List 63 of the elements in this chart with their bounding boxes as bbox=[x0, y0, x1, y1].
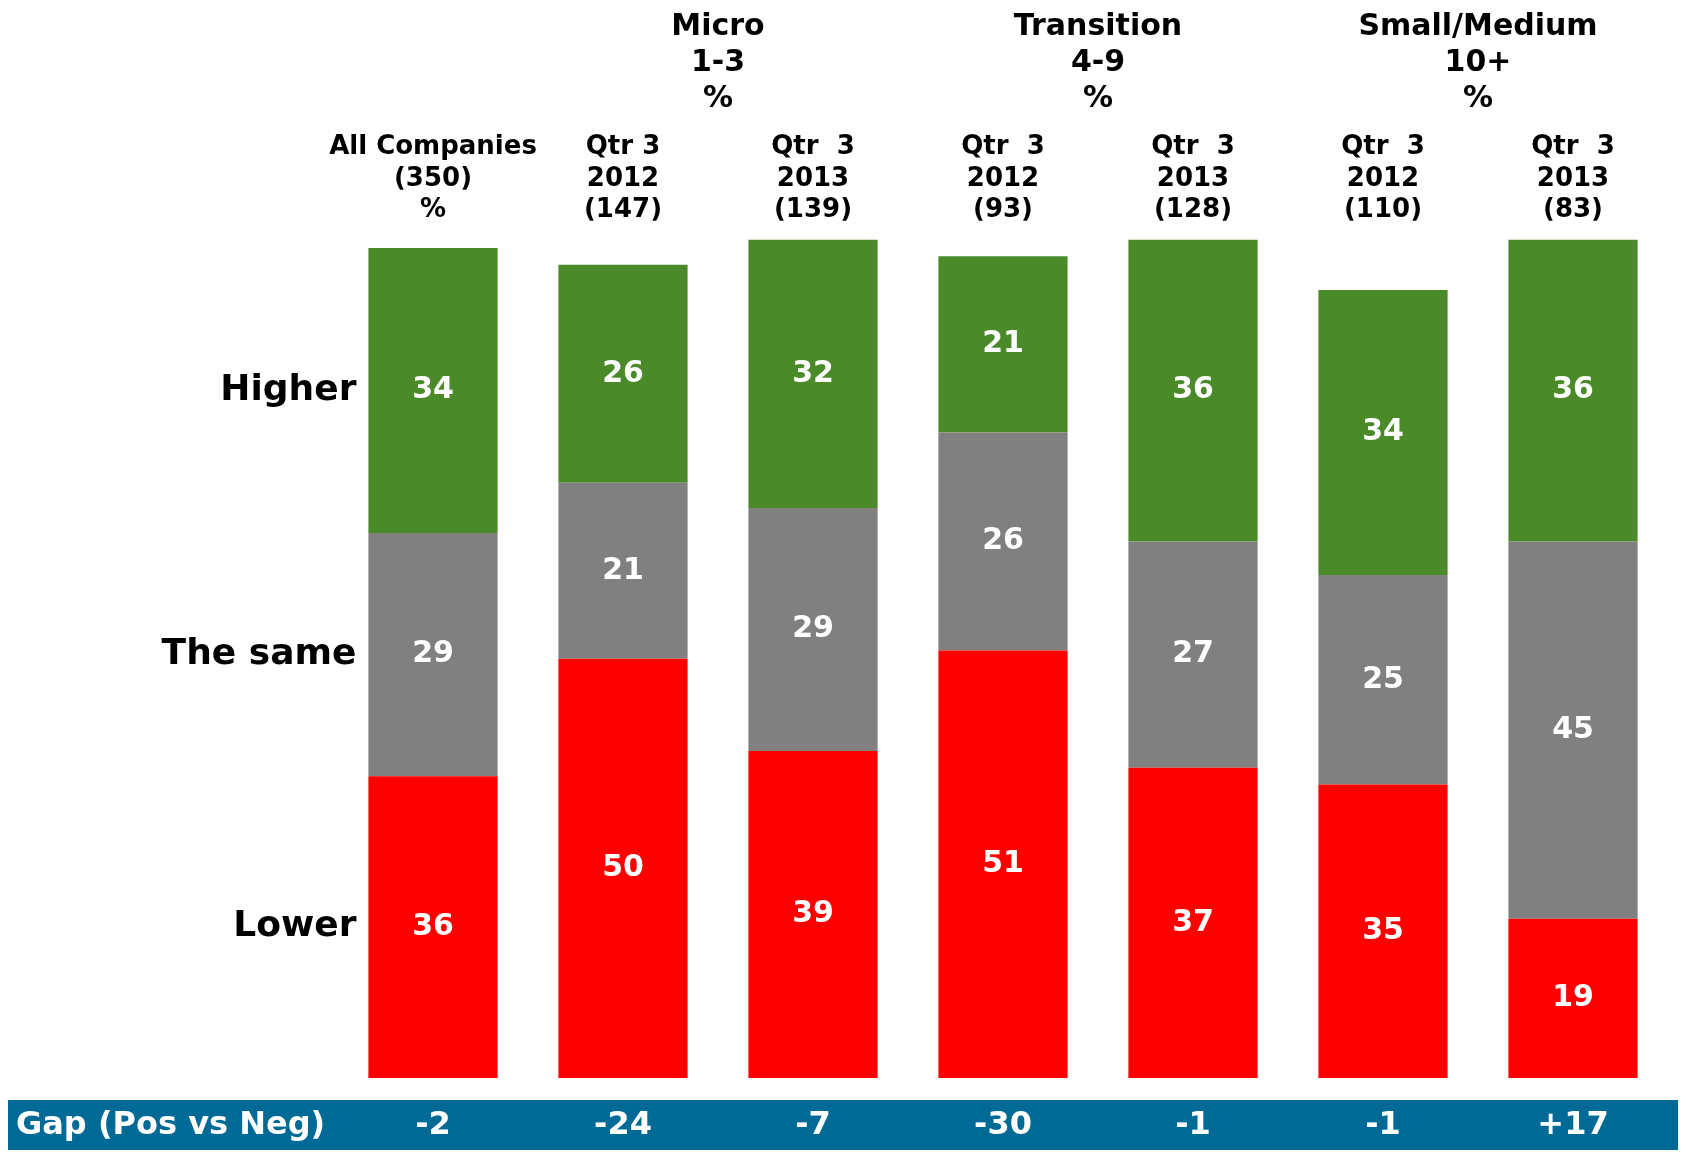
text: Gap (Pos vs Neg) bbox=[16, 1104, 326, 1143]
text: +17 bbox=[1537, 1104, 1609, 1143]
bar bbox=[368, 776, 498, 1078]
bar bbox=[558, 482, 688, 659]
x-tick-label: Qtr 3 2012 (147) bbox=[583, 130, 663, 223]
bar bbox=[1508, 918, 1638, 1078]
text: -24 bbox=[594, 1104, 652, 1143]
bar bbox=[1318, 784, 1448, 1078]
bar bbox=[1508, 541, 1638, 919]
text: -1 bbox=[1365, 1104, 1401, 1143]
series-label: The same bbox=[161, 630, 357, 672]
bar bbox=[1128, 541, 1258, 768]
bar bbox=[1128, 239, 1258, 542]
data-label: 36 bbox=[412, 906, 454, 942]
series-label: Higher bbox=[220, 366, 357, 408]
data-label: 26 bbox=[602, 353, 644, 389]
x-tick-label: Qtr 3 2012 (110) bbox=[1341, 130, 1425, 223]
data-label: 27 bbox=[1172, 634, 1214, 670]
x-tick-label: Qtr 3 2013 (83) bbox=[1531, 130, 1615, 223]
text: Transition 4-9 % bbox=[1013, 6, 1183, 114]
bar bbox=[1318, 289, 1448, 575]
text: Small/Medium 10+ % bbox=[1358, 6, 1598, 114]
data-label: 25 bbox=[1362, 659, 1404, 695]
bar bbox=[368, 247, 498, 534]
bar bbox=[1318, 574, 1448, 785]
data-label: 45 bbox=[1552, 709, 1594, 745]
x-tick-label: Qtr 3 2013 (128) bbox=[1151, 130, 1235, 223]
data-label: 50 bbox=[602, 848, 644, 884]
x-tick-label: All Companies (350) % bbox=[329, 130, 537, 223]
bar bbox=[1128, 767, 1258, 1078]
x-tick-label: Qtr 3 2012 (93) bbox=[961, 130, 1045, 223]
data-label: 19 bbox=[1552, 978, 1594, 1014]
bar bbox=[368, 533, 498, 777]
data-label: 36 bbox=[1172, 370, 1214, 406]
data-label: 21 bbox=[982, 324, 1024, 360]
data-label: 29 bbox=[412, 634, 454, 670]
data-label: 32 bbox=[792, 353, 834, 389]
bar bbox=[938, 650, 1068, 1078]
bar bbox=[938, 432, 1068, 651]
text: -2 bbox=[415, 1104, 451, 1143]
data-label: 39 bbox=[792, 894, 834, 930]
series-label: Lower bbox=[233, 903, 357, 945]
data-label: 29 bbox=[792, 609, 834, 645]
bar bbox=[558, 264, 688, 483]
bar bbox=[558, 658, 688, 1078]
text: -7 bbox=[795, 1104, 831, 1143]
bar bbox=[748, 507, 878, 752]
data-label: 21 bbox=[602, 550, 644, 586]
x-tick-label: Qtr 3 2013 (139) bbox=[771, 130, 855, 223]
data-label: 34 bbox=[1362, 412, 1404, 448]
bar bbox=[938, 256, 1068, 433]
data-label: 34 bbox=[412, 370, 454, 406]
data-label: 36 bbox=[1552, 370, 1594, 406]
text: -30 bbox=[974, 1104, 1032, 1143]
text: Micro 1-3 % bbox=[671, 6, 765, 114]
data-label: 35 bbox=[1362, 911, 1404, 947]
data-label: 37 bbox=[1172, 902, 1214, 938]
text: -1 bbox=[1175, 1104, 1211, 1143]
bar bbox=[748, 239, 878, 508]
bar bbox=[748, 751, 878, 1078]
data-label: 51 bbox=[982, 844, 1024, 879]
bar bbox=[1508, 239, 1638, 542]
data-label: 26 bbox=[982, 521, 1024, 557]
